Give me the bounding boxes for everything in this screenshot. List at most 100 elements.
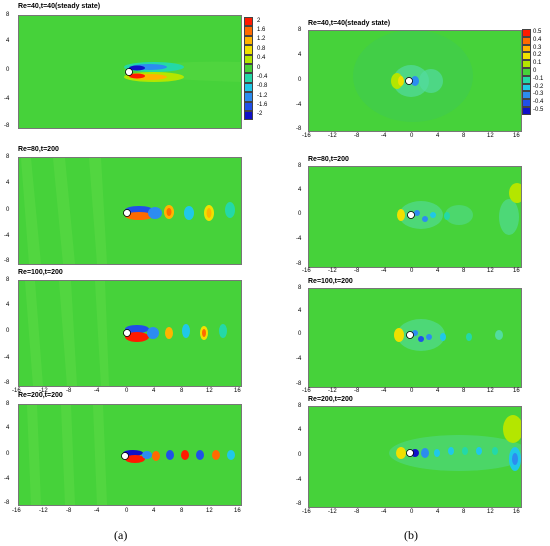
colorbar-label: -1.2 <box>257 93 268 99</box>
x-tick: 8 <box>462 268 466 274</box>
y-tick: -4 <box>4 476 10 482</box>
y-tick: 0 <box>6 67 10 73</box>
colorbar-label: 0 <box>257 65 261 71</box>
x-tick: 16 <box>513 509 520 515</box>
y-tick: 4 <box>6 38 10 44</box>
contour-field-b4 <box>309 407 521 507</box>
y-tick: -4 <box>296 236 302 242</box>
contour-field-b2 <box>309 167 521 267</box>
panel-title: Re=40,t=40(steady state) <box>308 20 391 27</box>
contour-field-a3 <box>19 281 241 386</box>
panel-title: Re=200,t=200 <box>18 392 63 399</box>
x-tick: -8 <box>354 509 360 515</box>
y-tick: 0 <box>298 211 302 217</box>
contour-field-a4 <box>19 405 241 505</box>
colorbar-label: -0.3 <box>533 91 544 97</box>
colorbar-swatch <box>522 36 531 45</box>
y-tick: 4 <box>298 308 302 314</box>
colorbar-swatch <box>522 99 531 107</box>
x-tick: 4 <box>436 388 440 394</box>
colorbar-swatch <box>522 52 531 61</box>
y-tick: 8 <box>6 12 10 18</box>
y-tick: 0 <box>6 207 10 213</box>
y-tick: 4 <box>298 187 302 193</box>
y-tick: -4 <box>296 356 302 362</box>
x-tick: -4 <box>94 508 100 514</box>
colorbar-swatch <box>522 83 531 92</box>
y-tick: -4 <box>4 355 10 361</box>
x-tick: 0 <box>125 508 129 514</box>
x-tick: 16 <box>234 388 241 394</box>
y-tick: 8 <box>298 403 302 409</box>
x-tick: -4 <box>381 133 387 139</box>
caption-b: (b) <box>404 528 418 542</box>
x-tick: -12 <box>39 388 48 394</box>
colorbar-label: -0.1 <box>533 76 544 82</box>
x-tick: 4 <box>436 268 440 274</box>
colorbar-swatch <box>244 64 253 74</box>
x-tick: -8 <box>66 508 72 514</box>
vorticity-plot <box>308 30 522 132</box>
panel-title: Re=100,t=200 <box>18 269 63 276</box>
colorbar-swatch <box>244 82 253 93</box>
x-tick: -16 <box>12 388 21 394</box>
x-tick: 8 <box>180 508 184 514</box>
colorbar-label: 0.4 <box>257 55 266 61</box>
x-tick: -16 <box>12 508 21 514</box>
colorbar-swatch <box>522 68 531 76</box>
x-tick: -8 <box>354 133 360 139</box>
colorbar-swatch <box>244 45 253 55</box>
y-tick: 4 <box>6 180 10 186</box>
x-tick: 4 <box>436 509 440 515</box>
colorbar-label: -0.4 <box>257 74 268 80</box>
colorbar-label: 0.4 <box>533 37 542 43</box>
colorbar-label: 0 <box>533 68 537 74</box>
x-tick: -16 <box>302 268 311 274</box>
x-tick: 8 <box>462 133 466 139</box>
x-tick: 12 <box>487 509 494 515</box>
colorbar-swatch <box>244 35 253 46</box>
x-tick: 16 <box>513 388 520 394</box>
y-tick: -4 <box>4 96 10 102</box>
vorticity-plot <box>18 404 242 506</box>
colorbar-swatch <box>522 91 531 100</box>
x-tick: 8 <box>462 388 466 394</box>
colorbar-label: 0.5 <box>533 29 542 35</box>
colorbar-b: 0.5 0.4 0.3 0.2 0.1 0 -0.1 -0.2 -0.3 -0.… <box>522 29 550 117</box>
colorbar-label: -0.2 <box>533 84 544 90</box>
colorbar-swatch <box>244 26 253 36</box>
colorbar-swatch <box>522 60 531 68</box>
x-tick: -4 <box>381 388 387 394</box>
x-tick: 16 <box>513 268 520 274</box>
y-tick: -4 <box>296 477 302 483</box>
colorbar-swatch <box>244 73 253 83</box>
colorbar-label: -2 <box>257 111 263 117</box>
x-tick: 12 <box>206 388 213 394</box>
panel-title: Re=80,t=200 <box>308 156 349 163</box>
colorbar-label: 0.2 <box>533 52 542 58</box>
colorbar-swatch <box>522 44 531 53</box>
contour-field-b3 <box>309 289 521 387</box>
panel-title: Re=100,t=200 <box>308 278 353 285</box>
y-tick: -8 <box>296 261 302 267</box>
y-tick: -8 <box>296 126 302 132</box>
colorbar-swatch <box>244 54 253 64</box>
y-tick: 8 <box>298 27 302 33</box>
colorbar-swatch <box>244 101 253 111</box>
x-tick: -12 <box>328 509 337 515</box>
x-tick: 0 <box>125 388 129 394</box>
x-tick: -16 <box>302 133 311 139</box>
vorticity-plot <box>308 406 522 508</box>
contour-field-b1 <box>309 31 521 131</box>
y-tick: 4 <box>6 425 10 431</box>
y-tick: 0 <box>6 328 10 334</box>
y-tick: 0 <box>298 331 302 337</box>
x-tick: 16 <box>234 508 241 514</box>
x-tick: -12 <box>39 508 48 514</box>
panel-title: Re=40,t=40(steady state) <box>18 3 101 10</box>
colorbar-label: -1.6 <box>257 102 268 108</box>
x-tick: 4 <box>152 508 156 514</box>
x-tick: 0 <box>410 388 414 394</box>
y-tick: 8 <box>6 154 10 160</box>
colorbar-label: 1.2 <box>257 36 266 42</box>
